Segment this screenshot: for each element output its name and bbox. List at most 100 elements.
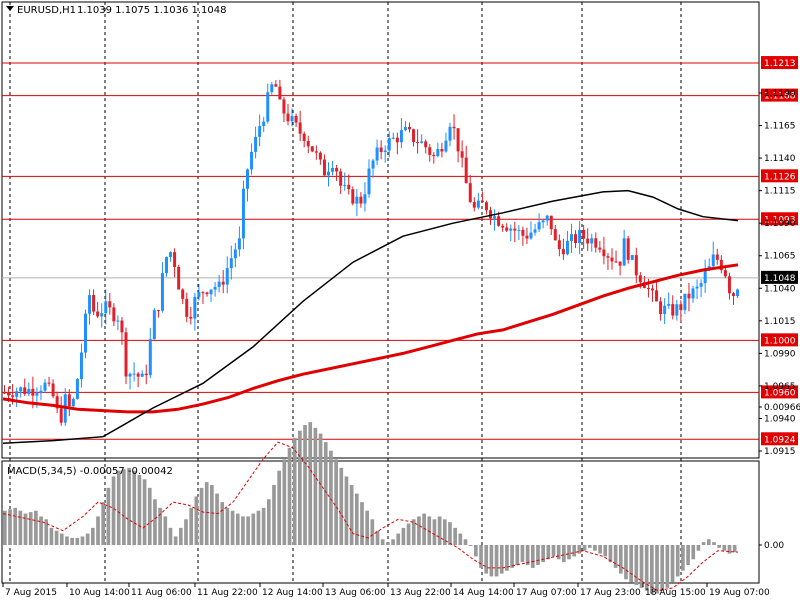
- dropdown-triangle-icon[interactable]: [6, 6, 14, 11]
- candle-body: [286, 113, 290, 122]
- candle-body: [173, 252, 177, 267]
- candle-body: [278, 86, 282, 100]
- current-price-tag: [761, 270, 798, 284]
- candle-body: [201, 292, 205, 294]
- time-tick-label: 11 Aug 06:00: [131, 588, 192, 598]
- candle-body: [614, 261, 618, 263]
- macd-bar: [323, 442, 328, 545]
- level-tag: [761, 56, 798, 70]
- macd-bar: [696, 545, 701, 551]
- level-tag-text: 1.1126: [764, 172, 796, 182]
- candle-body: [383, 150, 387, 153]
- macd-bar: [499, 545, 504, 574]
- candle-body: [233, 249, 237, 259]
- macd-bar: [598, 545, 602, 554]
- candle-body: [258, 126, 262, 137]
- macd-bar: [75, 537, 80, 545]
- candle-body: [691, 288, 695, 299]
- candle-body: [193, 297, 197, 319]
- macd-bar: [546, 545, 551, 560]
- candle-body: [436, 149, 440, 157]
- candle-body: [711, 254, 715, 267]
- macd-bar: [116, 470, 121, 545]
- candle-body: [213, 286, 217, 290]
- candle-body: [75, 379, 79, 400]
- macd-bar: [303, 425, 307, 545]
- time-tick-label: 10 Aug 14:00: [69, 588, 130, 598]
- vertical-grid: [9, 2, 682, 583]
- macd-bar: [577, 545, 582, 554]
- candle-body: [31, 388, 35, 396]
- macd-bar: [551, 545, 556, 557]
- macd-bar: [65, 536, 69, 545]
- macd-bar: [101, 502, 106, 545]
- candle-body: [47, 382, 51, 384]
- candle-body: [505, 227, 509, 231]
- candle-body: [529, 232, 533, 239]
- candle-body: [533, 229, 537, 233]
- macd-bar: [23, 513, 28, 545]
- price-tick-label: 1.1140: [764, 154, 796, 164]
- candle-body: [509, 228, 513, 231]
- candle-body: [314, 151, 318, 153]
- candle-body: [290, 115, 294, 122]
- price-tick-label: 1.0940: [764, 414, 796, 424]
- candle-body: [189, 316, 193, 319]
- macd-bar: [391, 539, 395, 545]
- macd-bar: [8, 509, 12, 545]
- macd-bar: [691, 545, 696, 560]
- macd-bar: [28, 512, 33, 545]
- macd-bar: [644, 545, 649, 591]
- candle-body: [594, 238, 598, 248]
- candle-body: [59, 408, 63, 423]
- macd-bar: [329, 450, 333, 545]
- candle-body: [100, 313, 104, 317]
- candle-body: [497, 216, 501, 226]
- candle-body: [719, 259, 723, 271]
- candle-body: [298, 122, 302, 134]
- macd-bar: [427, 516, 432, 545]
- macd-bar: [375, 530, 380, 545]
- macd-bar: [463, 539, 468, 545]
- macd-bar: [706, 539, 711, 545]
- macd-bar: [111, 476, 116, 545]
- candle-body: [96, 311, 100, 317]
- candle-body: [622, 238, 626, 266]
- macd-bar: [556, 545, 561, 560]
- candle-body: [736, 289, 740, 296]
- macd-bar: [298, 430, 302, 545]
- candle-body: [578, 229, 582, 244]
- price-tick-label: 1.1015: [764, 317, 796, 327]
- macd-bar: [334, 459, 338, 545]
- candle-body: [634, 255, 638, 276]
- macd-bar: [494, 545, 499, 577]
- candle-body: [92, 295, 96, 312]
- candle-body: [51, 383, 55, 397]
- candle-body: [11, 395, 15, 397]
- candle-body: [695, 286, 699, 289]
- level-tag-text: 1.1188: [764, 92, 796, 102]
- price-tick-label: 1.1040: [764, 284, 796, 294]
- candle-body: [424, 141, 428, 148]
- macd-bar: [241, 516, 245, 545]
- candle-body: [387, 138, 391, 151]
- macd-bar: [608, 545, 613, 563]
- candle-body: [626, 238, 630, 260]
- price-tick-label: 1.1065: [764, 252, 796, 262]
- macd-bar: [582, 545, 587, 551]
- macd-bar: [618, 545, 623, 574]
- macd-bar: [442, 519, 447, 545]
- macd-bar: [489, 545, 494, 577]
- candle-body: [160, 273, 164, 311]
- candle-body: [67, 394, 71, 407]
- candle-body: [602, 249, 606, 257]
- time-tick-label: 14 Aug 14:00: [453, 588, 514, 598]
- macd-bar: [453, 527, 457, 545]
- macd-bar: [215, 493, 219, 545]
- chart-ohlc: 1.1039 1.1075 1.1036 1.1048: [77, 5, 227, 16]
- candle-body: [517, 229, 521, 231]
- macd-bar: [49, 527, 54, 545]
- candle-body: [148, 339, 152, 376]
- price-tick-label: 1.0965: [764, 382, 796, 392]
